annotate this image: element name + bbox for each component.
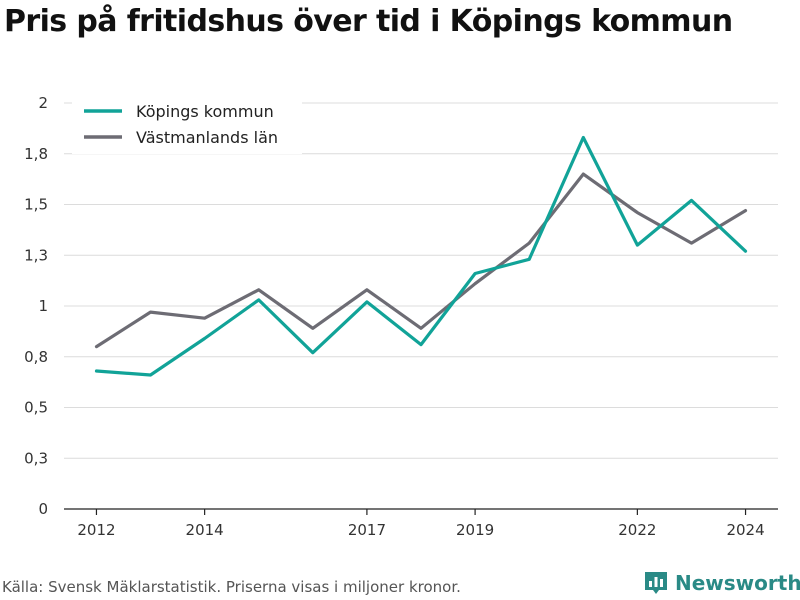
line-chart: 00,30,50,811,31,51,82 2012 2014 2017 2019 20… bbox=[24, 94, 778, 539]
x-tick-label: 2022 bbox=[618, 521, 656, 539]
x-tick-label: 2012 bbox=[77, 521, 115, 539]
series-lines bbox=[94, 135, 748, 377]
source-note: Källa: Svensk Mäklarstatistik. Priserna … bbox=[2, 578, 461, 596]
y-tick-label: 1,3 bbox=[24, 246, 48, 264]
gridlines bbox=[64, 102, 778, 459]
y-tick-label: 1 bbox=[38, 297, 48, 315]
x-axis: 2012 2014 2017 2019 2022 2024 bbox=[64, 508, 778, 539]
series-line bbox=[94, 172, 748, 349]
x-tick-label: 2014 bbox=[186, 521, 224, 539]
y-tick-label: 0,5 bbox=[24, 399, 48, 417]
y-tick-label: 1,8 bbox=[24, 145, 48, 163]
y-axis-ticks: 0 0,3 0,5 0,8 1 1,3 1,5 1,8 2 bbox=[24, 94, 48, 518]
y-tick-label: 0,3 bbox=[24, 449, 48, 467]
legend-label: Köpings kommun bbox=[136, 102, 274, 121]
x-tick-label: 2017 bbox=[348, 521, 386, 539]
series-line bbox=[94, 135, 748, 377]
legend-background bbox=[72, 96, 302, 154]
brand-name: Newsworthy bbox=[675, 571, 800, 595]
legend: Köpings kommun Västmanlands län bbox=[72, 96, 302, 154]
legend-label: Västmanlands län bbox=[136, 128, 278, 147]
chart-title: Pris på fritidshus över tid i Köpings ko… bbox=[4, 4, 733, 39]
y-tick-label: 1,5 bbox=[24, 196, 48, 214]
x-tick-label: 2019 bbox=[456, 521, 494, 539]
y-tick-label: 0 bbox=[38, 500, 48, 518]
x-tick-label: 2024 bbox=[726, 521, 764, 539]
newsworthy-logo-icon bbox=[645, 572, 667, 594]
y-tick-label: 2 bbox=[38, 94, 48, 112]
y-tick-label: 0,8 bbox=[24, 348, 48, 366]
brand-logo: Newsworthy bbox=[643, 570, 800, 596]
